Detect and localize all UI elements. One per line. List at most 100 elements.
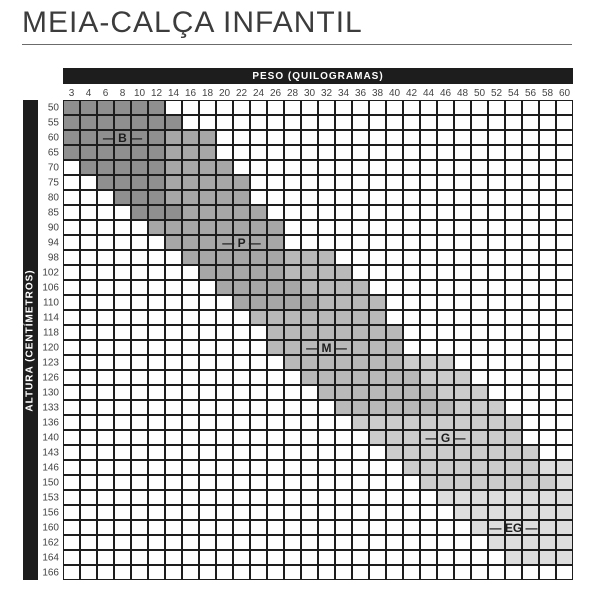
grid-cell bbox=[539, 145, 556, 160]
grid-cell bbox=[250, 250, 267, 265]
grid-cell bbox=[369, 115, 386, 130]
grid-cell bbox=[97, 430, 114, 445]
grid-cell bbox=[522, 250, 539, 265]
grid-cell bbox=[454, 520, 471, 535]
grid-cell bbox=[80, 220, 97, 235]
grid-cell bbox=[216, 265, 233, 280]
y-tick: 164 bbox=[42, 552, 59, 563]
grid-cell bbox=[199, 490, 216, 505]
grid-cell bbox=[539, 310, 556, 325]
grid-cell bbox=[522, 295, 539, 310]
grid-cell bbox=[301, 325, 318, 340]
grid-cell bbox=[369, 280, 386, 295]
grid-cell bbox=[182, 370, 199, 385]
grid-cell bbox=[488, 535, 505, 550]
grid-cell bbox=[437, 520, 454, 535]
grid-cell bbox=[471, 310, 488, 325]
grid-cell bbox=[301, 535, 318, 550]
grid-cell bbox=[556, 400, 573, 415]
grid-cell bbox=[437, 190, 454, 205]
grid-cell bbox=[267, 130, 284, 145]
grid-cell bbox=[318, 490, 335, 505]
grid-cell bbox=[148, 340, 165, 355]
grid-cell bbox=[97, 445, 114, 460]
grid-cell bbox=[522, 355, 539, 370]
grid-cell bbox=[471, 160, 488, 175]
grid-cell bbox=[386, 100, 403, 115]
grid-cell bbox=[148, 385, 165, 400]
grid-cell bbox=[539, 295, 556, 310]
grid-cell bbox=[165, 385, 182, 400]
grid-cell bbox=[131, 265, 148, 280]
grid-cell bbox=[352, 460, 369, 475]
grid-cell bbox=[369, 310, 386, 325]
grid-cell bbox=[539, 550, 556, 565]
grid-cell bbox=[114, 325, 131, 340]
grid-cell bbox=[131, 385, 148, 400]
grid-cell bbox=[352, 370, 369, 385]
grid-cell bbox=[182, 490, 199, 505]
grid-cell bbox=[63, 280, 80, 295]
grid-cell bbox=[386, 130, 403, 145]
grid-cell bbox=[437, 205, 454, 220]
grid-cell bbox=[369, 160, 386, 175]
y-tick: 143 bbox=[42, 447, 59, 458]
grid-cell bbox=[369, 490, 386, 505]
grid-cell bbox=[80, 235, 97, 250]
grid-cell bbox=[131, 175, 148, 190]
grid-cell bbox=[250, 220, 267, 235]
grid-cell bbox=[386, 445, 403, 460]
grid-cell bbox=[522, 130, 539, 145]
grid-cell bbox=[539, 415, 556, 430]
grid-cell bbox=[556, 460, 573, 475]
grid-cell bbox=[437, 250, 454, 265]
grid-cell bbox=[522, 115, 539, 130]
grid-cell bbox=[454, 130, 471, 145]
x-tick: 40 bbox=[389, 88, 400, 99]
grid-cell bbox=[114, 115, 131, 130]
grid-cell bbox=[437, 400, 454, 415]
grid-cell bbox=[114, 175, 131, 190]
grid-cell bbox=[199, 235, 216, 250]
grid-cell bbox=[97, 250, 114, 265]
grid-cell bbox=[505, 535, 522, 550]
grid-cell bbox=[165, 160, 182, 175]
grid-cell bbox=[420, 565, 437, 580]
grid-cell bbox=[182, 175, 199, 190]
grid-cell bbox=[250, 310, 267, 325]
grid-cell bbox=[539, 235, 556, 250]
grid-cell bbox=[454, 220, 471, 235]
x-tick: 30 bbox=[304, 88, 315, 99]
grid-cell bbox=[522, 565, 539, 580]
grid-cell bbox=[131, 220, 148, 235]
grid-cell bbox=[556, 220, 573, 235]
grid-cell bbox=[114, 505, 131, 520]
grid-cell bbox=[63, 475, 80, 490]
grid-cell bbox=[403, 535, 420, 550]
grid-cell bbox=[284, 115, 301, 130]
grid-cell bbox=[420, 100, 437, 115]
grid-cell bbox=[471, 535, 488, 550]
grid-cell bbox=[386, 340, 403, 355]
grid-cell bbox=[386, 220, 403, 235]
grid-cell bbox=[267, 550, 284, 565]
grid-cell bbox=[318, 235, 335, 250]
grid-cell bbox=[165, 445, 182, 460]
grid-cell bbox=[369, 385, 386, 400]
grid-cell bbox=[488, 385, 505, 400]
grid-cell bbox=[165, 205, 182, 220]
grid-cell bbox=[165, 355, 182, 370]
size-zone-label-G: — G — bbox=[425, 431, 465, 445]
grid-cell bbox=[114, 520, 131, 535]
grid-cell bbox=[165, 115, 182, 130]
grid-cell bbox=[216, 340, 233, 355]
grid-cell bbox=[80, 325, 97, 340]
grid-cell bbox=[199, 205, 216, 220]
grid-cell bbox=[97, 310, 114, 325]
grid-cell bbox=[114, 220, 131, 235]
x-tick: 50 bbox=[474, 88, 485, 99]
grid-cell bbox=[301, 550, 318, 565]
grid-cell bbox=[148, 100, 165, 115]
grid-cell bbox=[352, 565, 369, 580]
grid-cell bbox=[556, 505, 573, 520]
